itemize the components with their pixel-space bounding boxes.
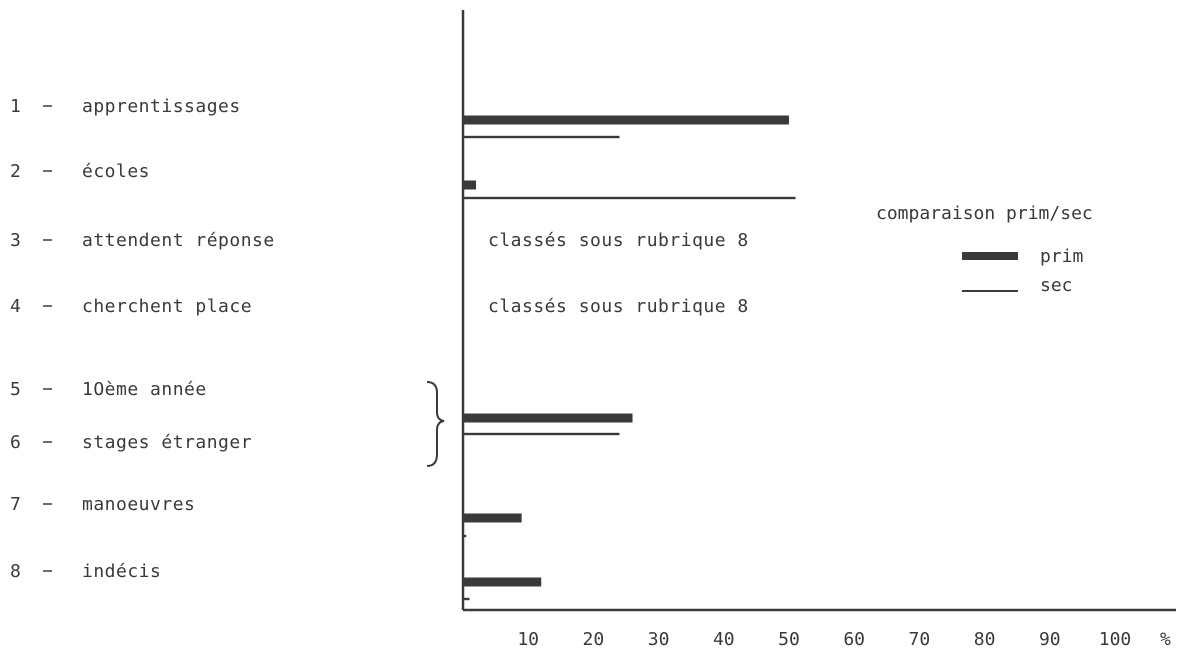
category-number: 1 xyxy=(10,96,21,117)
legend-title: comparaison prim/sec xyxy=(876,203,1093,224)
category-label: écoles xyxy=(82,161,150,182)
bar-sec xyxy=(463,135,620,139)
category-number: 6 xyxy=(10,432,21,453)
category-label: indécis xyxy=(82,561,161,582)
x-tick-label: 10 xyxy=(517,629,539,650)
axes: 10 20 30 40 50 60 70 80 90 100% xyxy=(461,10,1176,650)
x-tick-label: 90 xyxy=(1039,629,1061,650)
category-number: 5 xyxy=(10,379,21,400)
category-number: 2 xyxy=(10,161,21,182)
category-label: apprentissages xyxy=(82,96,241,117)
bar-sec xyxy=(463,432,620,436)
x-tick-label: 80 xyxy=(974,629,996,650)
bar-prim xyxy=(463,577,542,587)
category-number: 7 xyxy=(10,494,21,515)
legend-swatch-sec xyxy=(962,290,1018,292)
category-number: 8 xyxy=(10,561,21,582)
x-unit-label: % xyxy=(1160,629,1171,650)
x-tick-label: 20 xyxy=(583,629,605,650)
x-tick-label: 60 xyxy=(843,629,865,650)
x-tick-label: 30 xyxy=(648,629,670,650)
x-tick-label: 70 xyxy=(909,629,931,650)
bar-prim xyxy=(463,115,789,125)
category-label: cherchent place xyxy=(82,296,252,317)
category-labels: 1 apprentissages 2 écoles 3 attendent réponse… xyxy=(10,96,445,582)
legend-label-sec: sec xyxy=(1040,275,1073,296)
bar-sec xyxy=(463,534,467,538)
brace-5-6 xyxy=(426,381,445,467)
category-number: 3 xyxy=(10,230,21,251)
bar-sec xyxy=(463,597,470,601)
category-label: manoeuvres xyxy=(82,494,195,515)
x-tick-label: 50 xyxy=(778,629,800,650)
rubrique-note: classés sous rubrique 8 xyxy=(488,296,749,317)
category-label: attendent réponse xyxy=(82,230,275,251)
bar-prim xyxy=(463,413,633,423)
x-tick-label: 100 xyxy=(1099,629,1132,650)
bar-sec xyxy=(463,196,796,200)
category-number: 4 xyxy=(10,296,21,317)
bars xyxy=(463,115,796,601)
rubrique-note: classés sous rubrique 8 xyxy=(488,230,749,251)
legend-label-prim: prim xyxy=(1040,246,1083,267)
category-label: stages étranger xyxy=(82,432,252,453)
legend-swatch-prim xyxy=(962,252,1018,260)
category-label: 1Oème année xyxy=(82,379,207,400)
legend: comparaison prim/sec prim sec xyxy=(876,203,1093,296)
bar-prim xyxy=(463,180,477,190)
x-tick-label: 40 xyxy=(713,629,735,650)
bar-prim xyxy=(463,513,522,523)
notes: classés sous rubrique 8 classés sous rubr… xyxy=(488,230,749,317)
